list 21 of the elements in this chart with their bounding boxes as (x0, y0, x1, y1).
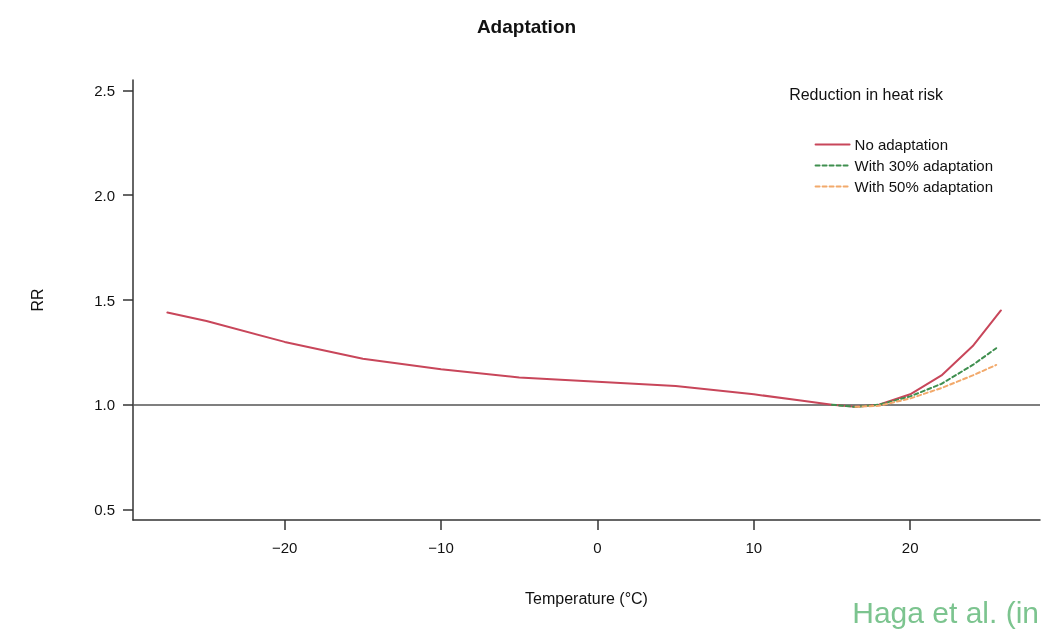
y-tick-label: 2.5 (94, 81, 115, 99)
x-tick-label: 20 (901, 539, 919, 556)
y-tick-label: 1.0 (94, 396, 115, 414)
line-series (854, 363, 998, 408)
x-tick-label: −20 (271, 539, 298, 556)
y-tick-label: 0.5 (94, 501, 115, 519)
x-tick-label: 0 (593, 539, 602, 556)
x-tick-label: −10 (428, 539, 454, 556)
line-series (831, 347, 998, 408)
legend-label: With 50% adaptation (854, 178, 993, 195)
x-tick-label: 10 (745, 539, 763, 556)
legend-label: No adaptation (854, 136, 948, 153)
chart-title: Adaptation (476, 16, 577, 37)
y-axis-title: RR (28, 288, 46, 312)
line-series (166, 309, 1002, 408)
y-tick-label: 2.0 (94, 186, 115, 204)
legend-label: With 30% adaptation (854, 157, 993, 174)
x-axis-title: Temperature (°C) (525, 589, 648, 607)
text: Haga et al. (in (852, 595, 1040, 629)
y-tick-label: 1.5 (94, 291, 115, 309)
legend-title: Reduction in heat risk (789, 85, 944, 103)
